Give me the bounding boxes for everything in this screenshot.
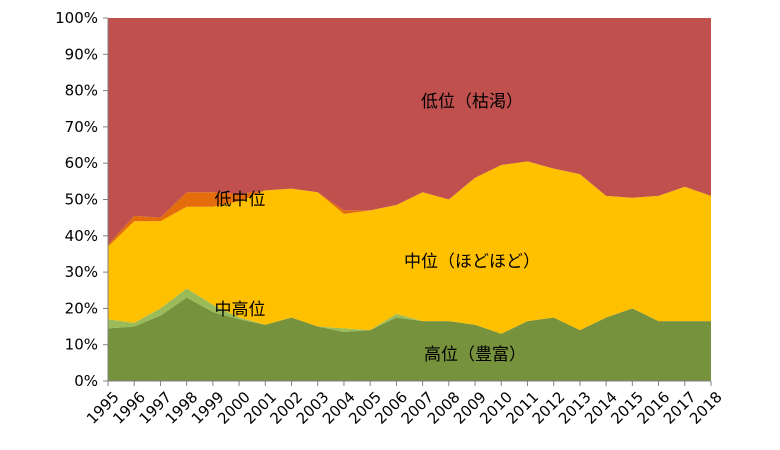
label-high: 高位（豊富） xyxy=(424,345,526,365)
y-tick-label: 0% xyxy=(74,372,98,390)
y-tick-label: 100% xyxy=(55,9,98,27)
y-tick-label: 30% xyxy=(65,263,98,281)
area-series-2 xyxy=(108,161,711,334)
area-series-group xyxy=(108,18,711,381)
y-axis-ticks: 0% 10% 20% 30% 40% 50% 60% 70% 80% 90% 100% xyxy=(55,9,108,390)
area-series-0 xyxy=(108,297,711,381)
y-tick-label: 80% xyxy=(65,82,98,100)
label-mid: 中位（ほどほど） xyxy=(404,252,540,272)
x-axis-ticks: 1995199619971998199920002001200220032004… xyxy=(83,381,726,428)
label-mid-high: 中高位 xyxy=(215,300,266,320)
label-low-mid: 低中位 xyxy=(215,190,266,210)
y-tick-label: 60% xyxy=(65,154,98,172)
area-series-4 xyxy=(108,18,711,245)
y-tick-label: 50% xyxy=(65,191,98,209)
y-tick-label: 20% xyxy=(65,299,98,317)
y-tick-label: 10% xyxy=(65,336,98,354)
y-tick-label: 70% xyxy=(65,118,98,136)
y-tick-label: 90% xyxy=(65,45,98,63)
label-low: 低位（枯渇） xyxy=(421,92,523,112)
y-tick-label: 40% xyxy=(65,227,98,245)
